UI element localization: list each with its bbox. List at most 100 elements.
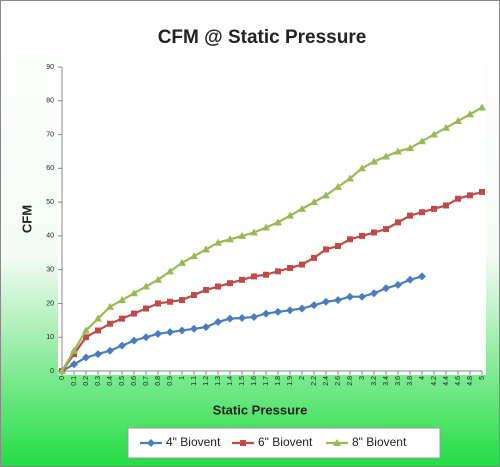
data-point xyxy=(154,275,162,283)
data-point xyxy=(166,328,174,337)
data-point xyxy=(119,315,125,322)
x-tick-label: 1.4 xyxy=(227,376,234,386)
data-point xyxy=(407,212,413,219)
data-point xyxy=(311,254,317,261)
x-tick-label: 0.8 xyxy=(155,376,162,386)
data-point xyxy=(358,164,366,172)
data-point xyxy=(371,229,377,236)
data-point xyxy=(143,305,149,312)
data-point xyxy=(274,307,282,316)
data-point xyxy=(178,326,186,335)
data-point xyxy=(382,152,390,160)
data-point xyxy=(335,243,341,250)
data-point xyxy=(238,313,246,322)
x-tick-label: 0.9 xyxy=(167,376,174,386)
legend-marker xyxy=(240,440,246,446)
x-tick-label: 4.2 xyxy=(431,376,438,386)
data-point xyxy=(394,280,402,289)
data-point xyxy=(383,226,389,233)
x-tick-label: 4.6 xyxy=(455,376,462,386)
data-point xyxy=(94,350,102,359)
data-point xyxy=(58,367,66,374)
y-tick-label: 90 xyxy=(46,64,54,71)
data-point xyxy=(190,324,198,333)
data-point xyxy=(394,147,402,155)
data-point xyxy=(82,353,90,362)
x-tick-label: 2.4 xyxy=(323,376,330,386)
data-point xyxy=(430,130,438,138)
y-tick-label: 30 xyxy=(46,267,54,274)
data-point xyxy=(299,261,305,268)
x-tick-label: 1.3 xyxy=(215,376,222,386)
data-point xyxy=(323,246,329,253)
data-point xyxy=(238,231,246,239)
data-point xyxy=(431,205,437,212)
data-point xyxy=(131,310,137,317)
data-point xyxy=(130,289,138,297)
y-tick-label: 0 xyxy=(50,368,54,375)
data-point xyxy=(70,346,78,354)
x-tick-label: 1.2 xyxy=(203,376,210,386)
data-point xyxy=(310,301,318,310)
data-point xyxy=(286,306,294,315)
data-point xyxy=(166,267,174,275)
x-tick-label: 0 xyxy=(59,376,66,380)
data-point xyxy=(71,351,77,358)
data-point xyxy=(214,318,222,327)
data-point xyxy=(118,296,126,304)
data-point xyxy=(382,284,390,293)
data-point xyxy=(106,346,114,355)
y-tick-label: 20 xyxy=(46,300,54,307)
data-point xyxy=(455,195,461,202)
data-point xyxy=(346,292,354,301)
data-point xyxy=(179,297,185,304)
data-point xyxy=(107,320,113,327)
legend-label: 4" Biovent xyxy=(166,435,221,449)
x-tick-label: 1.6 xyxy=(251,376,258,386)
data-point xyxy=(142,282,150,290)
legend-label: 6" Biovent xyxy=(258,435,313,449)
x-tick-label: 4.8 xyxy=(467,376,474,386)
data-point xyxy=(322,191,330,199)
x-tick-label: 2 xyxy=(299,376,306,380)
data-point xyxy=(286,211,294,219)
data-point xyxy=(334,182,342,190)
x-tick-label: 2.8 xyxy=(347,376,354,386)
x-tick-label: 3.8 xyxy=(407,376,414,386)
x-tick-label: 3.2 xyxy=(371,376,378,386)
data-point xyxy=(250,312,258,321)
data-point xyxy=(142,333,150,342)
x-tick-label: 3.4 xyxy=(383,376,390,386)
y-tick-label: 80 xyxy=(46,98,54,105)
data-point xyxy=(443,202,449,209)
x-tick-label: 0.5 xyxy=(119,376,126,386)
chart-title: CFM @ Static Pressure xyxy=(158,27,367,48)
data-point xyxy=(262,223,270,231)
data-point xyxy=(478,103,486,111)
x-tick-label: 0.3 xyxy=(95,376,102,386)
x-tick-label: 2.2 xyxy=(311,376,318,386)
data-point xyxy=(94,314,102,322)
data-point xyxy=(479,188,485,195)
data-point xyxy=(155,300,161,307)
data-point xyxy=(178,258,186,266)
legend-marker xyxy=(333,439,341,446)
data-point xyxy=(251,273,257,280)
data-point xyxy=(395,219,401,226)
x-axis-title: Static Pressure xyxy=(213,402,308,417)
x-tick-label: 1.1 xyxy=(191,376,198,386)
data-point xyxy=(118,341,126,350)
x-tick-label: 1.7 xyxy=(263,376,270,386)
y-tick-label: 60 xyxy=(46,165,54,172)
x-tick-label: 3.6 xyxy=(395,376,402,386)
data-point xyxy=(298,204,306,212)
data-point xyxy=(262,309,270,318)
x-tick-label: 0.1 xyxy=(71,376,78,386)
y-tick-label: 50 xyxy=(46,199,54,206)
legend-marker xyxy=(147,439,155,447)
data-point xyxy=(419,209,425,216)
data-point xyxy=(359,232,365,239)
data-point xyxy=(347,236,353,243)
x-tick-label: 3 xyxy=(359,376,366,380)
